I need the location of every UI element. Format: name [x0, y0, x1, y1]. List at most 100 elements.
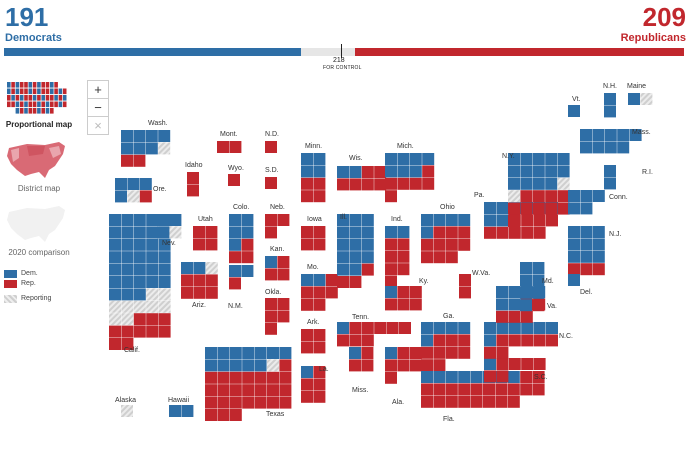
district-cell-sd[interactable] — [265, 177, 277, 189]
district-cell-ca[interactable] — [133, 226, 146, 239]
district-cell-tx[interactable] — [205, 347, 217, 359]
district-cell-ks[interactable] — [265, 256, 277, 268]
district-cell-mn[interactable] — [301, 177, 313, 190]
district-cell-nj[interactable] — [580, 263, 593, 276]
district-cell-co[interactable] — [241, 214, 254, 226]
district-cell-ma[interactable] — [592, 141, 605, 154]
district-cell-ca[interactable] — [133, 325, 146, 338]
district-cell-il[interactable] — [349, 226, 362, 239]
district-cell-al[interactable] — [385, 359, 397, 372]
district-cell-tn[interactable] — [361, 322, 374, 334]
district-cell-ma[interactable] — [592, 129, 605, 141]
district-cell-wa[interactable] — [121, 142, 133, 155]
district-cell-ks[interactable] — [265, 268, 277, 281]
district-cell-tx[interactable] — [229, 409, 242, 421]
district-cell-ny[interactable] — [557, 153, 570, 165]
district-cell-az[interactable] — [193, 274, 206, 287]
district-cell-ar[interactable] — [313, 341, 326, 354]
district-cell-ga[interactable] — [421, 322, 433, 334]
district-cell-ms[interactable] — [349, 359, 361, 372]
district-cell-ca[interactable] — [109, 263, 121, 276]
district-cell-nm[interactable] — [241, 265, 254, 277]
district-cell-ok[interactable] — [277, 298, 290, 310]
district-cell-tn[interactable] — [374, 322, 387, 334]
district-cell-ca[interactable] — [121, 263, 134, 276]
district-cell-il[interactable] — [337, 226, 349, 239]
district-cell-tx[interactable] — [267, 384, 279, 397]
district-cell-ca[interactable] — [158, 313, 171, 326]
district-cell-oh[interactable] — [445, 251, 458, 264]
district-cell-mt[interactable] — [217, 141, 229, 153]
district-cell-pa[interactable] — [484, 214, 496, 227]
district-cell-tx[interactable] — [229, 371, 242, 384]
district-cell-pa[interactable] — [533, 214, 546, 227]
district-cell-ca[interactable] — [109, 214, 121, 226]
district-cell-mo[interactable] — [301, 286, 313, 299]
district-cell-oh[interactable] — [433, 214, 446, 226]
district-cell-ny[interactable] — [545, 153, 558, 165]
district-cell-al[interactable] — [385, 347, 397, 359]
district-cell-fl[interactable] — [421, 395, 433, 408]
district-cell-fl[interactable] — [470, 395, 483, 408]
district-cell-wa[interactable] — [158, 142, 171, 155]
district-cell-in[interactable] — [385, 275, 397, 288]
zoom-reset-button[interactable]: × — [87, 116, 109, 135]
district-cell-mn[interactable] — [313, 177, 326, 190]
district-cell-wa[interactable] — [121, 154, 133, 167]
district-cell-ut[interactable] — [193, 238, 205, 251]
district-cell-ne[interactable] — [265, 214, 277, 226]
district-cell-ca[interactable] — [146, 226, 159, 239]
district-cell-il[interactable] — [337, 276, 349, 288]
district-cell-tx[interactable] — [254, 359, 267, 372]
district-cell-ny[interactable] — [532, 202, 545, 215]
district-cell-nj[interactable] — [580, 250, 593, 263]
district-cell-ca[interactable] — [146, 276, 159, 288]
proportional-map-thumb[interactable] — [5, 78, 69, 118]
district-cell-nj[interactable] — [580, 226, 593, 238]
district-cell-pa[interactable] — [546, 214, 558, 227]
district-cell-tn[interactable] — [361, 334, 374, 347]
district-cell-oh[interactable] — [445, 238, 458, 251]
district-cell-al[interactable] — [385, 371, 397, 384]
district-cell-pa[interactable] — [496, 226, 509, 239]
district-cell-fl[interactable] — [495, 383, 508, 396]
district-cell-ca[interactable] — [146, 288, 159, 301]
district-cell-ga[interactable] — [421, 359, 433, 372]
district-cell-fl[interactable] — [445, 383, 458, 396]
district-cell-nd[interactable] — [265, 141, 277, 153]
district-cell-id[interactable] — [187, 172, 199, 184]
district-cell-wa[interactable] — [121, 130, 133, 142]
district-cell-tx[interactable] — [254, 371, 267, 384]
district-cell-tx[interactable] — [267, 371, 279, 384]
district-cell-pa[interactable] — [508, 226, 521, 239]
district-cell-ok[interactable] — [265, 310, 277, 323]
district-cell-in[interactable] — [385, 238, 397, 251]
district-cell-nm[interactable] — [229, 265, 241, 277]
district-cell-tx[interactable] — [242, 384, 255, 397]
district-cell-il[interactable] — [349, 238, 362, 251]
district-cell-tx[interactable] — [279, 347, 292, 359]
district-cell-tx[interactable] — [242, 396, 255, 409]
district-cell-mi[interactable] — [409, 177, 422, 190]
district-cell-ct[interactable] — [580, 202, 593, 215]
district-cell-ga[interactable] — [421, 346, 433, 359]
district-cell-or[interactable] — [127, 178, 140, 190]
district-cell-tx[interactable] — [242, 347, 255, 359]
district-cell-ky[interactable] — [385, 286, 397, 298]
district-cell-ca[interactable] — [146, 325, 159, 338]
district-cell-fl[interactable] — [495, 395, 508, 408]
district-cell-ca[interactable] — [109, 325, 121, 338]
district-cell-tx[interactable] — [229, 384, 242, 397]
district-cell-ca[interactable] — [146, 263, 159, 276]
district-cell-sc[interactable] — [484, 358, 496, 370]
district-cell-oh[interactable] — [458, 214, 471, 226]
district-cell-ny[interactable] — [545, 177, 558, 190]
district-cell-ga[interactable] — [445, 346, 458, 359]
district-cell-ca[interactable] — [121, 214, 134, 226]
district-cell-nc[interactable] — [484, 346, 496, 359]
district-cell-mn[interactable] — [301, 165, 313, 178]
district-cell-ky[interactable] — [385, 298, 397, 311]
district-cell-fl[interactable] — [433, 395, 446, 408]
district-cell-oh[interactable] — [421, 238, 433, 251]
district-cell-pa[interactable] — [521, 226, 534, 239]
